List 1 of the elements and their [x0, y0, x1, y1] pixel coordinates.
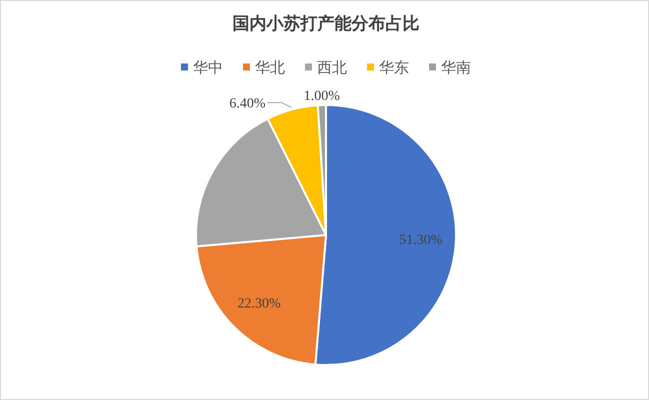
title: 国内小苏打产能分布占比	[232, 14, 420, 33]
